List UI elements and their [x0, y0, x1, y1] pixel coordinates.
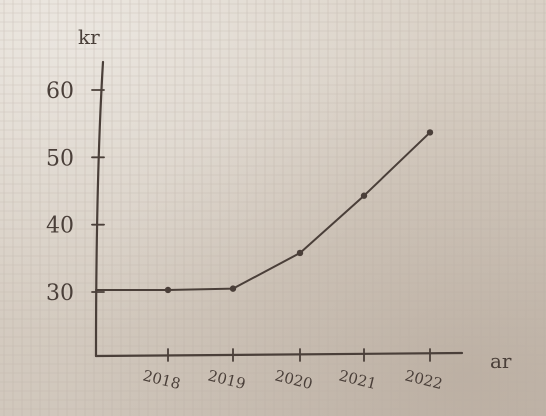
y-tick-label: 30: [46, 281, 74, 306]
data-point: [165, 287, 171, 293]
x-tick-label: 2020: [273, 366, 314, 393]
data-point: [361, 193, 367, 199]
x-tick-label: 2021: [337, 366, 378, 393]
y-tick-label: 40: [46, 214, 74, 239]
y-tick-label: 60: [46, 79, 74, 104]
data-point: [427, 129, 433, 135]
y-axis: [96, 62, 103, 356]
x-axis-label: ar: [490, 349, 512, 373]
data-point: [230, 285, 236, 291]
x-axis: [96, 353, 462, 356]
x-tick-label: 2019: [206, 366, 247, 393]
x-tick-label: 2018: [141, 366, 182, 393]
data-point: [297, 250, 303, 256]
y-tick-label: 50: [46, 146, 74, 171]
y-axis-label: kr: [78, 25, 100, 49]
